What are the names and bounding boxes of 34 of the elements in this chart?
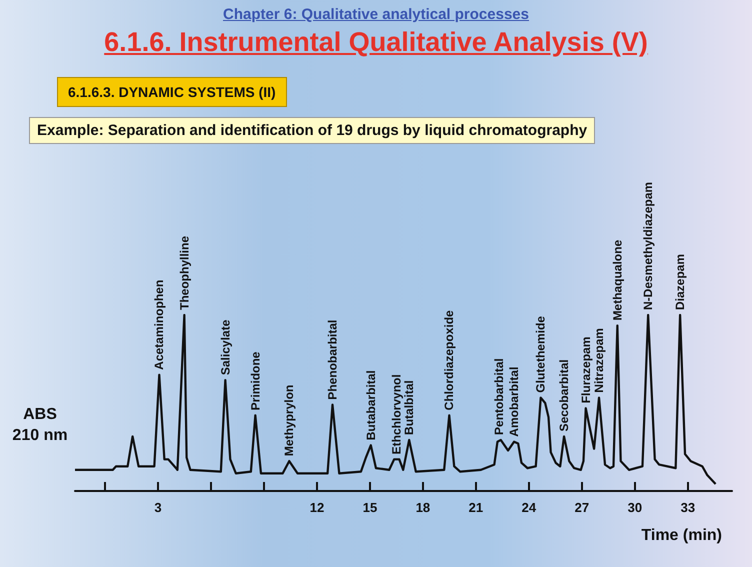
x-tick-label: 27	[574, 500, 590, 515]
annotation: Primidone	[248, 351, 262, 410]
annotation: Flurazepam	[578, 336, 593, 404]
annotation: N-Desmethyldiazepam	[641, 182, 656, 310]
chart-title: 6.1.6. Instrumental Qualitative Analysis (V)	[103, 27, 649, 58]
y-axis-title: ABS 210 nm	[11, 405, 69, 446]
x-tick-label: 21	[468, 500, 484, 515]
x-axis-title: Time (min)	[641, 527, 722, 545]
x-tick-label: 24	[522, 500, 537, 515]
annotation: Acetaminophen	[152, 280, 166, 370]
x-tick-label: 3	[154, 500, 162, 515]
x-tick-label: 12	[310, 500, 324, 515]
annotation: Ethchlorvynol	[389, 374, 404, 454]
annotation: Methyprylon	[282, 384, 296, 456]
annotation: Methaqualone	[610, 240, 624, 321]
annotation: Glutethemide	[534, 316, 548, 393]
annotation: Pentobarbital	[492, 358, 506, 435]
annotation: Phenobarbital	[326, 320, 340, 400]
text: Chapter 6: Qualitative analytical processes	[222, 6, 530, 23]
annotation: Butabarbital	[364, 370, 378, 440]
annotation: Salicylate	[218, 319, 232, 376]
annotation: Butalbital	[402, 380, 416, 435]
x-tick-label: 15	[362, 500, 378, 515]
x-tick-label: 33	[680, 500, 696, 515]
annotation: Diazepam	[673, 254, 688, 310]
x-tick-label: 18	[416, 500, 430, 515]
annotation: Secobarbital	[557, 359, 572, 432]
text: Example: Separation and identification of 19 drugs by liquid chromatography	[29, 117, 596, 144]
text: 6.1.6.3. DYNAMIC SYSTEMS (II)	[57, 77, 287, 107]
annotation: Amobarbital	[507, 366, 522, 437]
x-tick-label: 30	[628, 500, 642, 515]
annotation: Theophylline	[177, 236, 192, 310]
annotation: Chlordiazepoxide	[442, 310, 456, 410]
annotation: Nitrazepam	[592, 328, 606, 393]
